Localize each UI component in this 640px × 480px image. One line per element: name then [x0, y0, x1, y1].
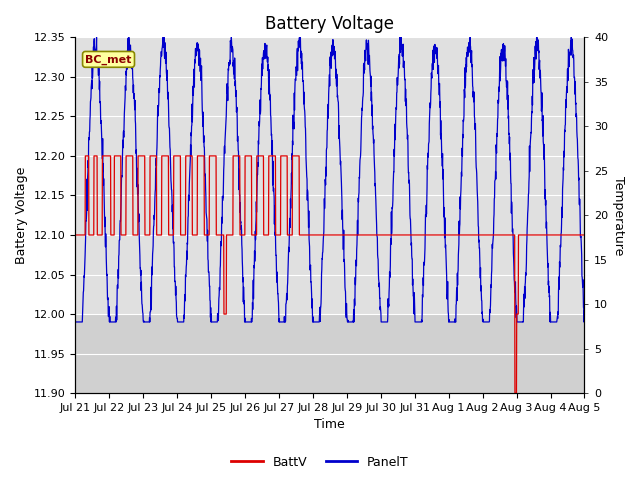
- Y-axis label: Battery Voltage: Battery Voltage: [15, 167, 28, 264]
- Title: Battery Voltage: Battery Voltage: [266, 15, 394, 33]
- Legend: BattV, PanelT: BattV, PanelT: [227, 451, 413, 474]
- Text: BC_met: BC_met: [85, 54, 132, 64]
- X-axis label: Time: Time: [314, 419, 345, 432]
- Y-axis label: Temperature: Temperature: [612, 176, 625, 255]
- Bar: [75, 37, 584, 314]
